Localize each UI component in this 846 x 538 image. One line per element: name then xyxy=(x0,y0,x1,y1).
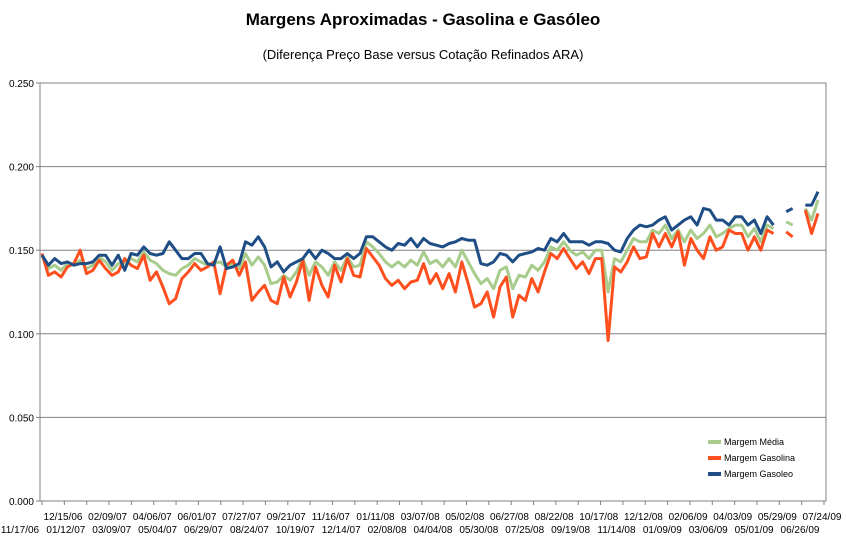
x-tick-label: 07/27/07 xyxy=(222,512,261,523)
y-tick-label: 0.250 xyxy=(9,79,34,90)
x-tick-label: 12/12/08 xyxy=(624,512,663,523)
y-tick-label: 0.100 xyxy=(9,330,34,341)
x-tick-label: 12/14/07 xyxy=(322,525,361,536)
x-tick-label: 01/11/08 xyxy=(356,512,395,523)
x-tick-label: 02/06/09 xyxy=(669,512,708,523)
legend-label: Margem Gasoleo xyxy=(724,469,793,479)
x-tick-label: 05/30/08 xyxy=(459,525,498,536)
chart-title: Margens Aproximadas - Gasolina e Gasóleo xyxy=(245,10,601,29)
y-tick-label: 0.000 xyxy=(9,497,34,508)
x-tick-label: 05/02/08 xyxy=(445,512,484,523)
series-line xyxy=(805,191,820,207)
x-tick-label: 01/12/07 xyxy=(46,525,85,536)
x-tick-label: 06/26/09 xyxy=(781,525,820,536)
x-tick-label: 10/19/07 xyxy=(276,525,315,536)
x-tick-label: 06/27/08 xyxy=(490,512,529,523)
x-tick-label: 07/25/08 xyxy=(505,525,544,536)
x-tick-label: 06/01/07 xyxy=(177,512,216,523)
x-tick-label: 04/03/09 xyxy=(713,512,752,523)
y-axis-ticks: 0.000 0.050 0.100 0.150 0.200 0.250 xyxy=(9,79,40,508)
y-tick-label: 0.200 xyxy=(9,163,34,174)
x-tick-label: 11/17/06 xyxy=(1,525,40,536)
x-tick-label: 09/21/07 xyxy=(267,512,306,523)
x-tick-label: 07/24/09 xyxy=(803,512,842,523)
legend: Margem Média Margem Gasolina Margem Gasole… xyxy=(708,437,795,479)
legend-label: Margem Média xyxy=(724,437,784,447)
x-tick-label: 04/06/07 xyxy=(133,512,172,523)
plot-area xyxy=(39,82,827,502)
x-tick-label: 02/09/07 xyxy=(88,512,127,523)
x-tick-label: 08/22/08 xyxy=(535,512,574,523)
series-line xyxy=(40,206,775,274)
grid-lines xyxy=(40,166,826,418)
series-margem-gasoleo xyxy=(40,191,820,274)
x-tick-label: 05/29/09 xyxy=(758,512,797,523)
x-tick-label: 11/16/07 xyxy=(312,512,351,523)
x-tick-label: 05/01/09 xyxy=(735,525,774,536)
series-lines xyxy=(40,191,820,342)
series-margem-gasolina xyxy=(40,209,820,342)
x-tick-label: 08/24/07 xyxy=(230,525,269,536)
x-tick-label: 12/15/06 xyxy=(44,512,83,523)
series-line xyxy=(40,223,775,294)
series-line xyxy=(785,207,794,214)
x-tick-label: 03/09/07 xyxy=(92,525,131,536)
legend-label: Margem Gasolina xyxy=(724,453,795,463)
x-tick-label: 10/17/08 xyxy=(579,512,618,523)
x-tick-label: 01/09/09 xyxy=(643,525,682,536)
x-tick-label: 06/29/07 xyxy=(184,525,223,536)
x-tick-label: 05/04/07 xyxy=(138,525,177,536)
x-tick-label: 04/04/08 xyxy=(413,525,452,536)
x-tick-label: 03/06/09 xyxy=(689,525,728,536)
series-line xyxy=(785,220,794,227)
x-tick-label: 02/08/08 xyxy=(368,525,407,536)
chart-subtitle: (Diferença Preço Base versus Cotação Ref… xyxy=(262,47,584,62)
y-tick-label: 0.050 xyxy=(9,413,34,424)
series-line xyxy=(40,228,775,342)
x-tick-label: 03/07/08 xyxy=(401,512,440,523)
series-line xyxy=(785,230,794,238)
x-tick-label: 11/14/08 xyxy=(597,525,636,536)
y-tick-label: 0.150 xyxy=(9,246,34,257)
x-tick-label: 09/19/08 xyxy=(551,525,590,536)
x-axis-ticks: 12/15/06 02/09/07 04/06/07 06/01/07 07/27/07… xyxy=(1,501,842,536)
series-line xyxy=(803,209,820,235)
